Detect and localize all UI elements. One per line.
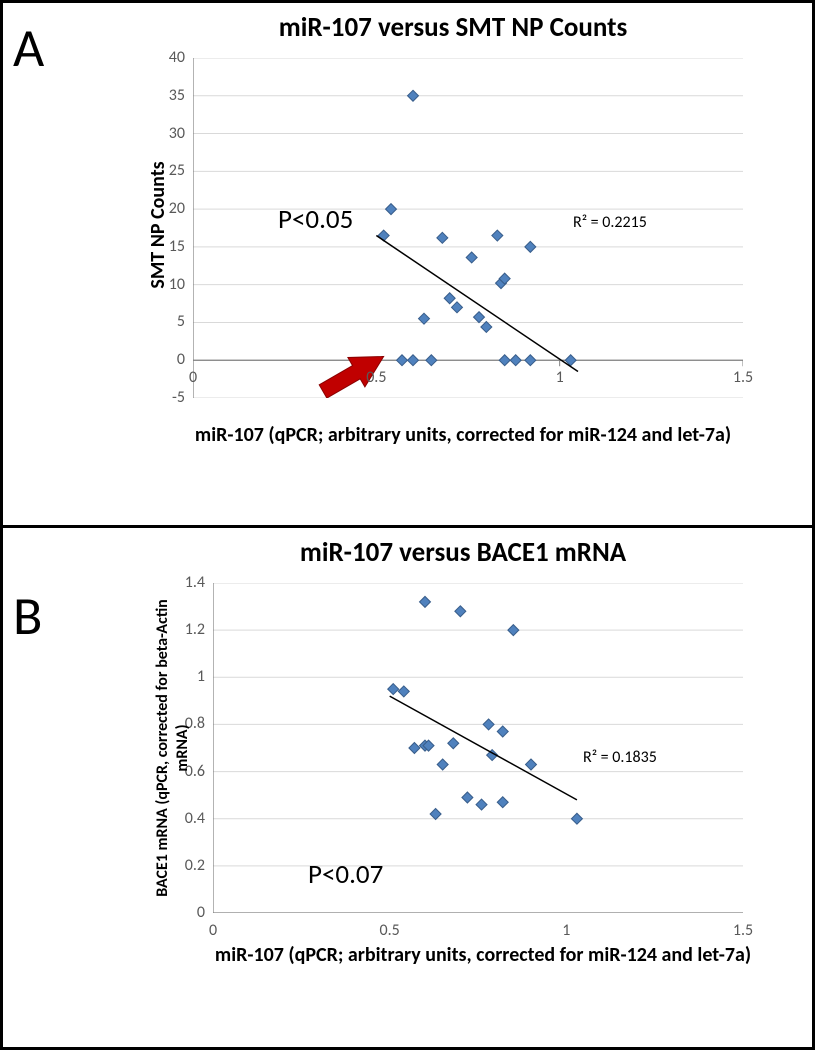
chart-b-title: miR-107 versus BACE1 mRNA <box>193 536 733 569</box>
panel-a-label: A <box>13 15 44 81</box>
chart-a-svg <box>193 58 743 398</box>
figure-container: A miR-107 versus SMT NP Counts -50510152… <box>0 0 815 1050</box>
xtick-label: 1.5 <box>728 921 758 940</box>
chart-b-pvalue: P<0.07 <box>308 858 383 891</box>
chart-a-pvalue: P<0.05 <box>278 203 353 236</box>
chart-a-plot <box>193 58 743 398</box>
xtick-label: 1 <box>545 368 575 387</box>
ytick-label: 35 <box>155 86 185 105</box>
chart-b-xlabel: miR-107 (qPCR; arbitrary units, correcte… <box>183 943 783 968</box>
panel-b-label: B <box>13 583 42 649</box>
chart-b-plot <box>213 583 743 913</box>
panel-a: A miR-107 versus SMT NP Counts -50510152… <box>3 3 812 528</box>
xtick-label: 0 <box>198 921 228 940</box>
chart-b-ylabel: BACE1 mRNA (qPCR, corrected for beta-Act… <box>153 598 193 898</box>
ytick-label: 0 <box>175 903 205 922</box>
chart-a-xlabel: miR-107 (qPCR; arbitrary units, correcte… <box>163 423 763 448</box>
chart-b-svg <box>213 583 743 913</box>
xtick-label: 1 <box>551 921 581 940</box>
xtick-label: 0.5 <box>361 368 391 387</box>
ytick-label: 0 <box>155 350 185 369</box>
ytick-label: 1.4 <box>175 573 205 592</box>
xtick-label: 0 <box>178 368 208 387</box>
ytick-label: -5 <box>155 388 185 407</box>
chart-a-title: miR-107 versus SMT NP Counts <box>173 11 733 44</box>
xtick-label: 0.5 <box>375 921 405 940</box>
chart-a-r2: R² = 0.2215 <box>573 213 647 232</box>
xtick-label: 1.5 <box>728 368 758 387</box>
chart-a-ylabel: SMT NP Counts <box>146 125 170 325</box>
panel-b: B miR-107 versus BACE1 mRNA 00.20.40.60.… <box>3 528 812 1048</box>
ytick-label: 40 <box>155 48 185 67</box>
chart-b-r2: R² = 0.1835 <box>583 748 657 767</box>
